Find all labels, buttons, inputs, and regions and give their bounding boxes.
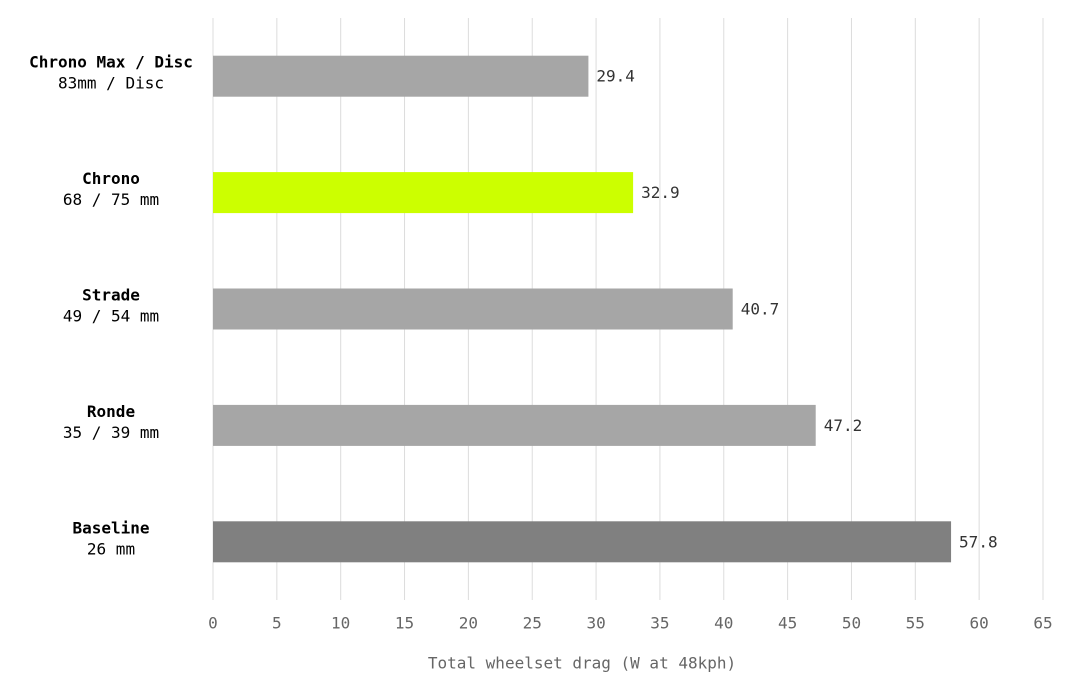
x-tick-label: 65 <box>1033 614 1052 633</box>
category-label: Chrono <box>82 169 140 188</box>
category-label: Strade <box>82 286 140 305</box>
x-tick-label: 0 <box>208 614 218 633</box>
bar <box>213 172 634 214</box>
category-label: Ronde <box>87 402 135 421</box>
x-tick-label: 10 <box>331 614 350 633</box>
x-axis-label: Total wheelset drag (W at 48kph) <box>428 654 736 673</box>
x-tick-label: 55 <box>906 614 925 633</box>
x-tick-label: 40 <box>714 614 733 633</box>
category-sublabel: 26 mm <box>87 539 135 558</box>
x-tick-label: 5 <box>272 614 282 633</box>
bar <box>213 404 816 446</box>
category-label: Baseline <box>72 518 149 537</box>
bar <box>213 55 589 97</box>
value-label: 47.2 <box>824 416 863 435</box>
x-tick-label: 25 <box>523 614 542 633</box>
x-tick-label: 20 <box>459 614 478 633</box>
category-sublabel: 49 / 54 mm <box>63 307 159 326</box>
x-tick-label: 30 <box>586 614 605 633</box>
x-tick-label: 45 <box>778 614 797 633</box>
x-tick-label: 60 <box>970 614 989 633</box>
category-sublabel: 35 / 39 mm <box>63 423 159 442</box>
value-label: 32.9 <box>641 183 680 202</box>
bar <box>213 288 733 330</box>
category-sublabel: 68 / 75 mm <box>63 190 159 209</box>
category-sublabel: 83mm / Disc <box>58 74 164 93</box>
value-label: 57.8 <box>959 532 998 551</box>
category-label: Chrono Max / Disc <box>29 53 193 72</box>
value-label: 40.7 <box>741 300 780 319</box>
bar <box>213 521 952 563</box>
value-label: 29.4 <box>596 67 635 86</box>
x-tick-label: 50 <box>842 614 861 633</box>
x-tick-label: 15 <box>395 614 414 633</box>
x-tick-label: 35 <box>650 614 669 633</box>
